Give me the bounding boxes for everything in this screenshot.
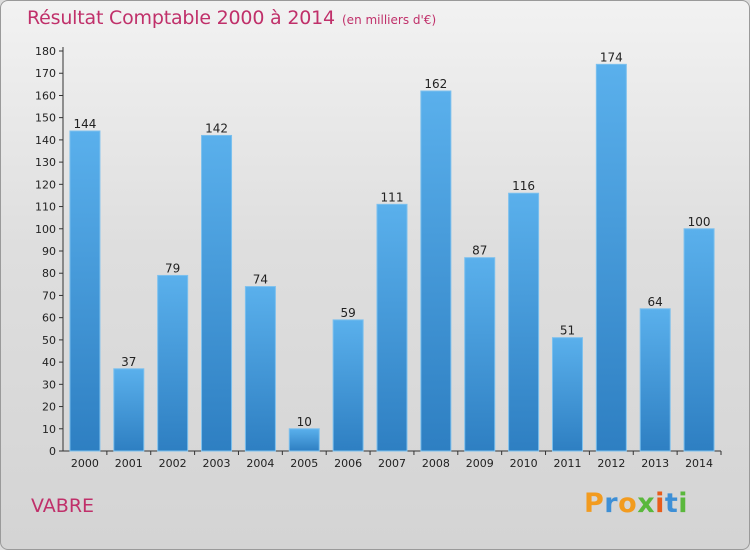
y-tick-label: 90 bbox=[42, 245, 56, 258]
bar bbox=[201, 134, 233, 452]
x-tick-label: 2003 bbox=[203, 457, 231, 470]
x-tick-label: 2011 bbox=[553, 457, 581, 470]
bar-value-label: 74 bbox=[253, 273, 268, 287]
chart-title: Résultat Comptable 2000 à 2014 bbox=[27, 7, 335, 29]
bar bbox=[376, 203, 408, 452]
x-tick-label: 2000 bbox=[71, 457, 99, 470]
x-tick-label: 2014 bbox=[685, 457, 713, 470]
y-tick-label: 150 bbox=[35, 112, 56, 125]
commune-name: VABRE bbox=[31, 495, 95, 517]
bars bbox=[69, 63, 715, 452]
y-tick-label: 100 bbox=[35, 223, 56, 236]
y-tick-label: 10 bbox=[42, 423, 56, 436]
y-tick-label: 170 bbox=[35, 67, 56, 80]
y-tick-label: 160 bbox=[35, 89, 56, 102]
x-tick-label: 2012 bbox=[597, 457, 625, 470]
y-tick-label: 180 bbox=[35, 45, 56, 58]
logo-letter: o bbox=[618, 488, 638, 519]
data-labels: 144 37 79 142 74 10 59 111 162 87 116 51 174 64 100 bbox=[73, 50, 710, 428]
bar bbox=[113, 368, 145, 452]
bar-value-label: 59 bbox=[340, 306, 355, 320]
y-tick-label: 110 bbox=[35, 201, 56, 214]
x-tick-label: 2006 bbox=[334, 457, 362, 470]
bar-value-label: 162 bbox=[424, 77, 447, 91]
bar-value-label: 100 bbox=[688, 215, 711, 229]
y-tick-label: 130 bbox=[35, 156, 56, 169]
y-tick-label: 20 bbox=[42, 401, 56, 414]
x-tick-label: 2008 bbox=[422, 457, 450, 470]
bar bbox=[69, 130, 101, 452]
bar-value-label: 37 bbox=[121, 355, 136, 369]
bar-value-label: 87 bbox=[472, 244, 487, 258]
x-tick-label: 2005 bbox=[290, 457, 318, 470]
y-tick-label: 50 bbox=[42, 334, 56, 347]
bar bbox=[157, 274, 189, 452]
y-tick-label: 70 bbox=[42, 289, 56, 302]
bar-value-label: 10 bbox=[297, 415, 312, 429]
bar-value-label: 174 bbox=[600, 50, 623, 64]
x-tick-label: 2001 bbox=[115, 457, 143, 470]
bar-value-label: 51 bbox=[560, 324, 575, 338]
y-tick-label: 120 bbox=[35, 178, 56, 191]
bar bbox=[332, 319, 364, 452]
bar bbox=[683, 228, 715, 452]
bar-value-label: 116 bbox=[512, 179, 535, 193]
logo-letter: i bbox=[655, 488, 665, 519]
y-tick-label: 60 bbox=[42, 312, 56, 325]
bar-value-label: 64 bbox=[648, 295, 663, 309]
bar-value-label: 111 bbox=[381, 190, 404, 204]
bar bbox=[551, 337, 583, 452]
bar-value-label: 79 bbox=[165, 261, 180, 275]
bar bbox=[508, 192, 540, 452]
bar bbox=[464, 257, 496, 452]
bar bbox=[639, 308, 671, 452]
proxiti-logo: Proxiti bbox=[584, 488, 688, 519]
logo-letter: i bbox=[678, 488, 689, 519]
x-tick-label: 2002 bbox=[159, 457, 187, 470]
y-tick-label: 80 bbox=[42, 267, 56, 280]
logo-letter: r bbox=[604, 488, 619, 519]
y-tick-label: 30 bbox=[42, 378, 56, 391]
y-tick-label: 0 bbox=[49, 445, 56, 458]
logo-letter: P bbox=[584, 488, 605, 519]
bar bbox=[288, 428, 320, 452]
bar bbox=[420, 90, 452, 452]
chart-subtitle: (en milliers d'€) bbox=[342, 13, 437, 27]
x-tick-label: 2007 bbox=[378, 457, 406, 470]
bar bbox=[595, 63, 627, 452]
y-tick-label: 140 bbox=[35, 134, 56, 147]
logo-letter: x bbox=[637, 488, 656, 519]
x-tick-label: 2013 bbox=[641, 457, 669, 470]
logo-letter: t bbox=[664, 488, 679, 519]
x-tick-label: 2010 bbox=[510, 457, 538, 470]
bar-value-label: 142 bbox=[205, 121, 228, 135]
y-tick-label: 40 bbox=[42, 356, 56, 369]
x-tick-label: 2004 bbox=[246, 457, 274, 470]
bar-value-label: 144 bbox=[73, 117, 96, 131]
bar bbox=[244, 286, 276, 452]
x-tick-label: 2009 bbox=[466, 457, 494, 470]
